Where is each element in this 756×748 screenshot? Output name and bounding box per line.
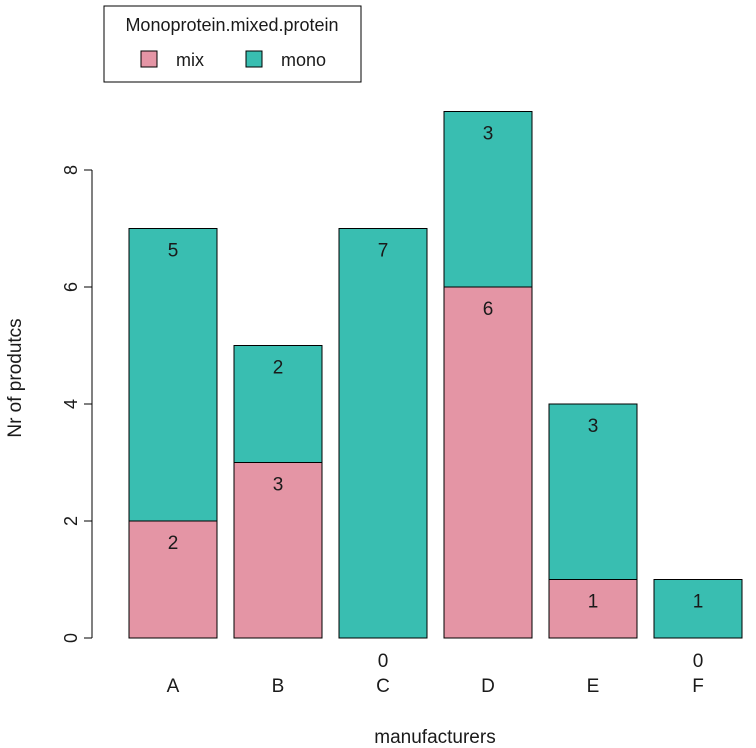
bar-segment-mono-B <box>233 345 323 463</box>
legend-label-mix: mix <box>176 50 204 70</box>
y-tick-label: 6 <box>61 282 81 292</box>
x-axis-label: manufacturers <box>374 727 495 748</box>
data-label-mono-B: 2 <box>273 358 284 379</box>
legend-label-mono: mono <box>281 50 326 70</box>
bar-segment-mono-D <box>443 111 533 288</box>
y-tick-label: 8 <box>61 165 81 175</box>
x-tick-label: A <box>167 676 180 697</box>
x-tick-labels: A B C D E F <box>167 676 704 697</box>
data-label-mono-D: 3 <box>483 124 494 145</box>
legend: Monoprotein.mixed.protein mix mono <box>103 5 362 83</box>
y-tick-label: 0 <box>61 633 81 643</box>
x-tick-label: E <box>587 676 600 697</box>
bar-segment-mix-D <box>443 286 533 639</box>
data-label-mono-F: 1 <box>693 592 704 613</box>
data-label-mono-E: 3 <box>588 416 599 437</box>
bar-segment-mix-E <box>548 579 638 639</box>
legend-swatch-mix <box>140 50 158 68</box>
data-label-mono-C: 7 <box>378 241 389 262</box>
data-label-mono-A: 5 <box>168 241 179 262</box>
bar-segment-mono-E <box>548 403 638 580</box>
segment-labels-group: 2 5 3 2 7 0 6 3 1 3 1 0 <box>168 124 704 673</box>
y-tick-label: 4 <box>61 399 81 409</box>
data-label-mix-A: 2 <box>168 533 179 554</box>
data-label-mix-B: 3 <box>273 475 284 496</box>
bars-group <box>128 111 743 639</box>
legend-box <box>103 5 362 83</box>
x-tick-label: B <box>272 676 285 697</box>
x-tick-label: C <box>376 676 390 697</box>
legend-title: Monoprotein.mixed.protein <box>125 15 338 35</box>
bar-segment-mono-C <box>338 228 428 639</box>
bar-segment-mono-A <box>128 228 218 522</box>
bar-segment-mix-B <box>233 462 323 639</box>
y-axis-label: Nr of produtcs <box>5 318 26 437</box>
bar-segment-mono-F <box>653 579 743 639</box>
y-tick-label: 2 <box>61 516 81 526</box>
x-tick-label: F <box>692 676 704 697</box>
bar-segment-mix-A <box>128 520 218 639</box>
data-label-mix-C: 0 <box>378 651 389 672</box>
data-label-mix-F: 0 <box>693 651 704 672</box>
y-axis: 0 2 4 6 8 <box>61 165 93 643</box>
x-tick-label: D <box>481 676 495 697</box>
data-label-mix-E: 1 <box>588 592 599 613</box>
legend-swatch-mono <box>245 50 263 68</box>
data-label-mix-D: 6 <box>483 299 494 320</box>
